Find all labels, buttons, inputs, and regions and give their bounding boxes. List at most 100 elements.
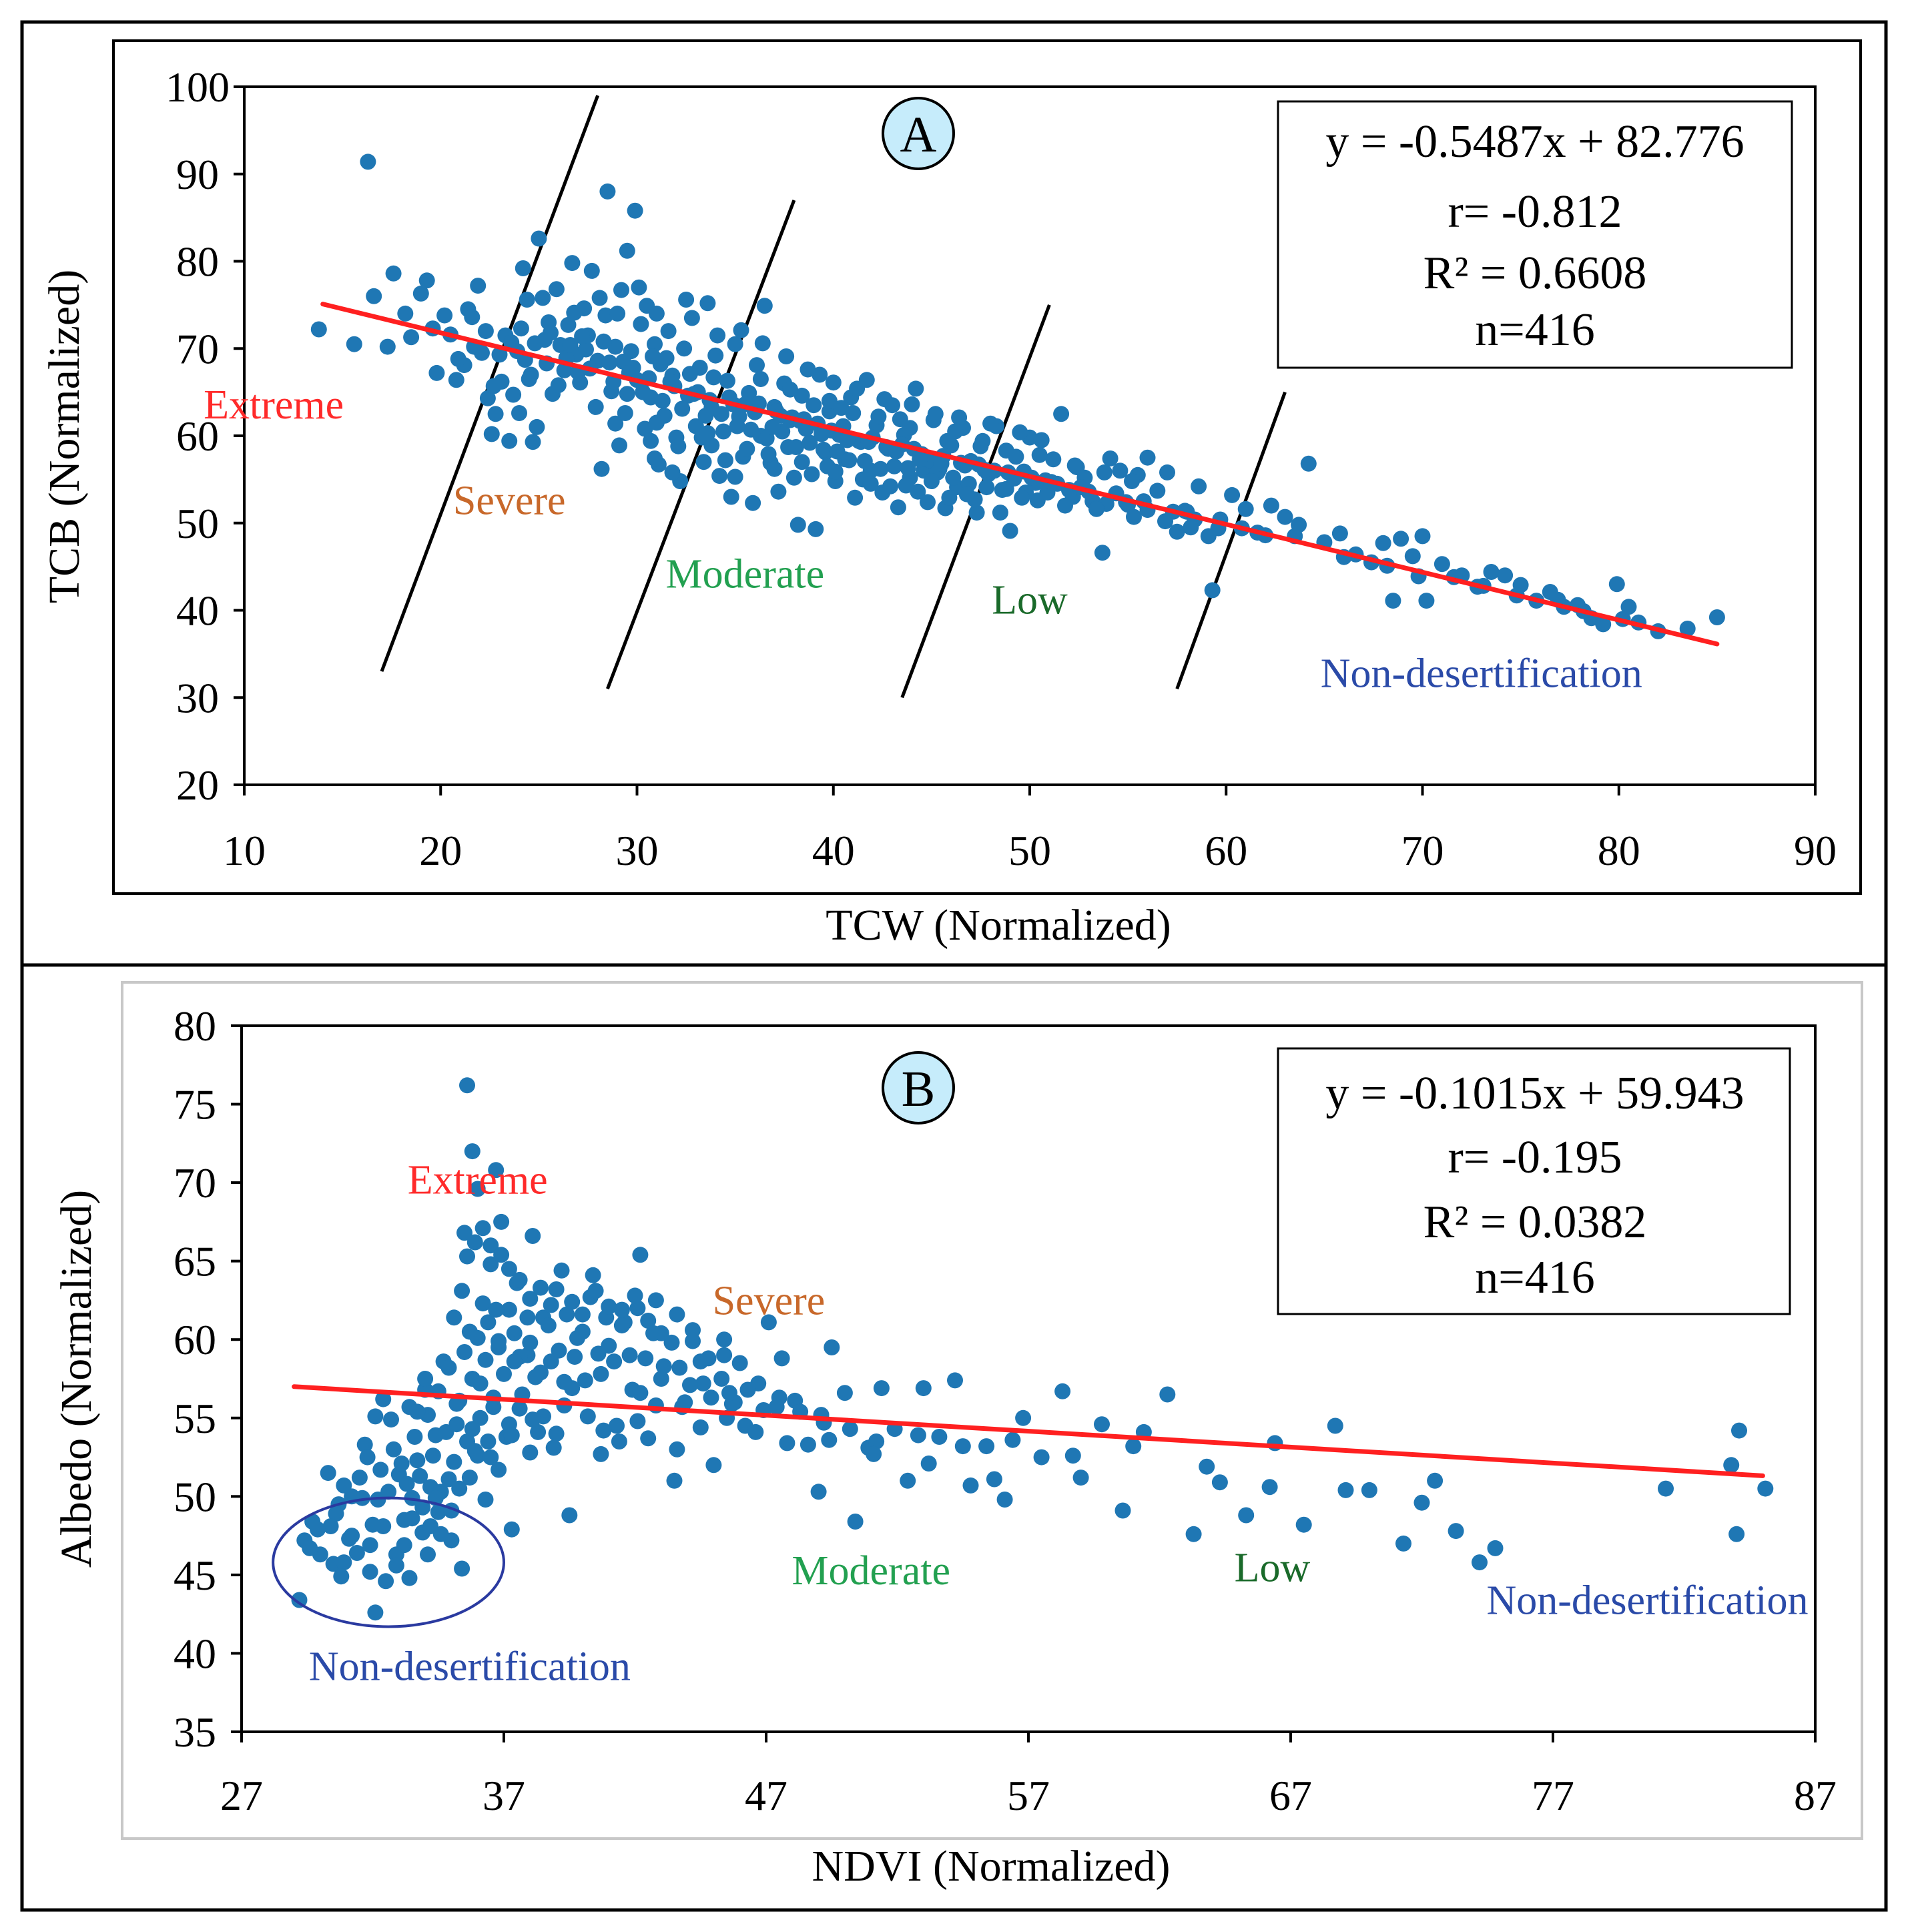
panel-b-data-point [561,1507,578,1524]
panel-a-data-point [1434,556,1450,573]
panel-b-data-point [328,1506,344,1522]
panel-a-zone-label: Non-desertification [1321,651,1642,697]
panel-b-data-point [768,1399,785,1415]
panel-a-data-point [1183,519,1199,536]
panel-a-data-point [951,409,968,426]
panel-a-data-point [992,505,1008,521]
panel-b-data-point [530,1423,547,1440]
panel-b-zone-labels: Extreme Severe Moderate Low Non-desertificat… [309,1158,1809,1690]
panel-a-x-axis-title: TCW (Normalized) [826,901,1171,950]
panel-a-data-point [647,450,663,466]
panel-b-zone-label: Non-desertification [309,1644,631,1689]
panel-b-data-point [438,1423,454,1440]
panel-a-data-point [886,458,902,474]
panel-a-data-point [1224,487,1241,503]
panel-a-data-point [1331,525,1348,542]
panel-b-data-point [372,1462,389,1478]
panel-b-zone-label: Low [1235,1545,1311,1590]
panel-a-data-point [683,310,700,326]
panel-a-data-point [782,381,798,398]
panel-b-data-point [393,1456,410,1472]
panel-a-data-point [436,307,453,324]
panel-b-data-point [577,1372,593,1389]
panel-a-data-point [1595,616,1612,633]
panel-b-data-point [483,1256,499,1273]
panel-a-data-point [531,230,547,247]
panel-b-data-point [511,1400,528,1417]
panel-a-data-point [787,439,804,455]
panel-a-data-point [1102,450,1119,466]
panel-a-data-point [982,415,999,432]
panel-a-data-point [847,489,864,506]
panel-b-data-point [336,1554,352,1571]
panel-b-data-point [632,1385,649,1401]
panel-a-data-point [829,443,846,460]
panel-a-data-point [564,255,581,272]
panel-a-data-point [529,418,545,435]
panel-b-data-point [655,1358,672,1375]
panel-a-data-point [872,460,889,477]
panel-b-chart-area-border [121,981,1863,1840]
panel-b-data-point [348,1545,365,1561]
panel-b-data-point [739,1381,756,1398]
panel-b-data-point [564,1293,581,1310]
panel-b-zone-label: Moderate [791,1548,950,1594]
panel-a-data-point [654,392,671,409]
panel-b-y-tick-label: 55 [174,1395,216,1442]
panel-b-data-point [1728,1526,1745,1542]
panel-a-data-point [385,265,402,282]
panel-a-data-point [566,304,583,321]
panel-a-data-point [856,452,873,469]
panel-a-data-point [664,464,681,480]
panel-a-x-tick-label: 10 [223,827,266,874]
panel-b-data-point [1115,1502,1131,1519]
panel-b-x-tick-label: 77 [1532,1772,1574,1819]
panel-b-non-desertification-ellipse [272,1496,506,1628]
panel-b-data-point [548,1281,565,1297]
panel-a-data-point [1057,497,1073,514]
panel-a-data-point [483,426,500,442]
panel-b-data-point [559,1306,575,1323]
panel-b-data-point [1159,1386,1176,1403]
panel-a-y-tick-label: 80 [176,238,219,286]
panel-a-zone-label: Moderate [666,552,825,597]
panel-b-data-point [574,1306,591,1323]
panel-b-data-point [601,1298,617,1315]
panel-a-data-point [1204,582,1221,599]
panel-b-data-point [469,1181,486,1197]
panel-a-data-point [902,420,918,436]
panel-a-y-tick-label: 70 [176,325,219,372]
panel-a-data-point [888,443,904,460]
panel-a-data-point [1375,535,1391,551]
panel-b-data-point [302,1540,318,1556]
panel-b-data-point [567,1349,583,1365]
panel-b-data-point [574,1323,591,1340]
panel-b-data-point [779,1435,796,1452]
panel-a-data-point [927,406,944,422]
panel-a-data-point [464,309,481,326]
panel-a-data-point [958,486,975,503]
panel-b-data-point [477,1351,494,1368]
panel-b-data-point [647,1292,664,1309]
panel-b-data-point [920,1456,937,1472]
panel-a-data-point [978,479,995,496]
panel-a-data-point [1620,599,1637,615]
panel-a-data-point [1708,609,1725,625]
panel-a-data-point [681,366,698,382]
panel-b-data-point [551,1342,567,1359]
panel-b-data-point [548,1425,565,1442]
panel-b-data-point [682,1377,698,1393]
panel-a-data-point [709,327,726,344]
panel-a-data-point [802,434,818,451]
panel-b-data-point [900,1472,916,1489]
panel-a-data-point [749,357,765,374]
panel-a-data-point [789,517,806,533]
panel-b-data-point [525,1228,541,1244]
panel-b-data-point [320,1465,336,1482]
panel-b-data-point [469,1329,486,1346]
panel-b-data-point [1033,1449,1050,1466]
panel-a-data-point [1096,464,1112,480]
panel-b-data-point [800,1436,816,1453]
panel-a-data-point [912,451,928,468]
